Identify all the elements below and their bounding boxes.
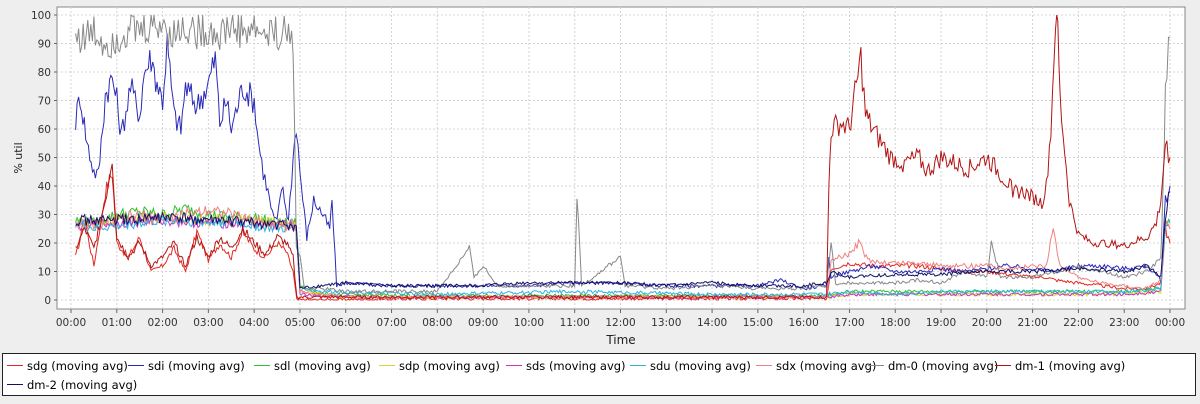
legend-swatch [506, 365, 522, 366]
x-tick-label: 01:00 [102, 317, 132, 329]
y-axis-label: % util [12, 142, 25, 173]
x-tick-label: 15:00 [743, 317, 773, 329]
x-tick-label: 08:00 [422, 317, 452, 329]
series-line-dm-2 [75, 191, 1171, 289]
x-tick-label: 03:00 [193, 317, 223, 329]
legend-item: sdx (moving avg) [756, 358, 876, 374]
x-axis-label: Time [605, 333, 635, 347]
x-tick-label: 09:00 [468, 317, 498, 329]
x-tick-label: 07:00 [376, 317, 406, 329]
y-tick-label: 80 [38, 67, 51, 79]
legend-label: sdp (moving avg) [399, 359, 500, 373]
legend-label: sdg (moving avg) [27, 359, 128, 373]
x-tick-label: 13:00 [651, 317, 681, 329]
legend-item: sdp (moving avg) [379, 358, 500, 374]
legend-item: sdi (moving avg) [128, 358, 245, 374]
x-tick-label: 00:00 [1155, 317, 1185, 329]
series-line-dm-1 [75, 14, 1171, 300]
x-tick-label: 19:00 [926, 317, 956, 329]
y-tick-label: 40 [38, 181, 51, 193]
x-tick-label: 23:00 [1109, 317, 1139, 329]
legend-label: sdu (moving avg) [650, 359, 751, 373]
legend-label: sdl (moving avg) [274, 359, 371, 373]
legend-label: sdi (moving avg) [148, 359, 245, 373]
x-tick-label: 06:00 [331, 317, 361, 329]
x-tick-label: 21:00 [1017, 317, 1047, 329]
x-tick-label: 05:00 [285, 317, 315, 329]
y-tick-label: 30 [38, 210, 51, 222]
legend-item: dm-0 (moving avg) [868, 358, 998, 374]
legend-label: sdx (moving avg) [776, 359, 877, 373]
x-tick-label: 00:00 [56, 317, 86, 329]
legend-item: dm-1 (moving avg) [995, 358, 1125, 374]
x-tick-label: 11:00 [560, 317, 590, 329]
legend-swatch [128, 365, 144, 366]
legend-label: sds (moving avg) [526, 359, 626, 373]
y-tick-label: 0 [44, 295, 51, 307]
legend-item: dm-2 (moving avg) [7, 377, 137, 393]
legend-label: dm-1 (moving avg) [1015, 359, 1126, 373]
x-tick-label: 04:00 [239, 317, 269, 329]
y-tick-label: 60 [38, 124, 51, 136]
legend-label: dm-2 (moving avg) [27, 378, 138, 392]
legend-swatch [630, 365, 646, 366]
y-tick-label: 20 [38, 238, 51, 250]
legend-item: sdg (moving avg) [7, 358, 128, 374]
x-tick-label: 22:00 [1063, 317, 1093, 329]
legend-swatch [868, 365, 884, 366]
legend-swatch [756, 365, 772, 366]
legend-swatch [254, 365, 270, 366]
x-tick-label: 02:00 [147, 317, 177, 329]
legend-label: dm-0 (moving avg) [888, 359, 999, 373]
y-tick-label: 100 [31, 10, 51, 22]
x-tick-label: 16:00 [789, 317, 819, 329]
x-tick-label: 20:00 [972, 317, 1002, 329]
legend-item: sds (moving avg) [506, 358, 626, 374]
y-tick-label: 10 [38, 267, 51, 279]
legend-swatch [7, 384, 23, 385]
series-line-dm-0 [75, 13, 1171, 295]
legend-item: sdl (moving avg) [254, 358, 371, 374]
legend-swatch [7, 365, 23, 366]
y-tick-label: 90 [38, 39, 51, 51]
x-tick-label: 12:00 [605, 317, 635, 329]
legend-swatch [995, 365, 1011, 366]
y-tick-label: 70 [38, 96, 51, 108]
y-tick-label: 50 [38, 153, 51, 165]
x-tick-label: 14:00 [697, 317, 727, 329]
chart-legend: sdg (moving avg) sdi (moving avg) sdl (mov… [2, 353, 1196, 396]
x-tick-label: 18:00 [880, 317, 910, 329]
x-tick-label: 17:00 [834, 317, 864, 329]
legend-swatch [379, 365, 395, 366]
legend-item: sdu (moving avg) [630, 358, 751, 374]
x-tick-label: 10:00 [514, 317, 544, 329]
